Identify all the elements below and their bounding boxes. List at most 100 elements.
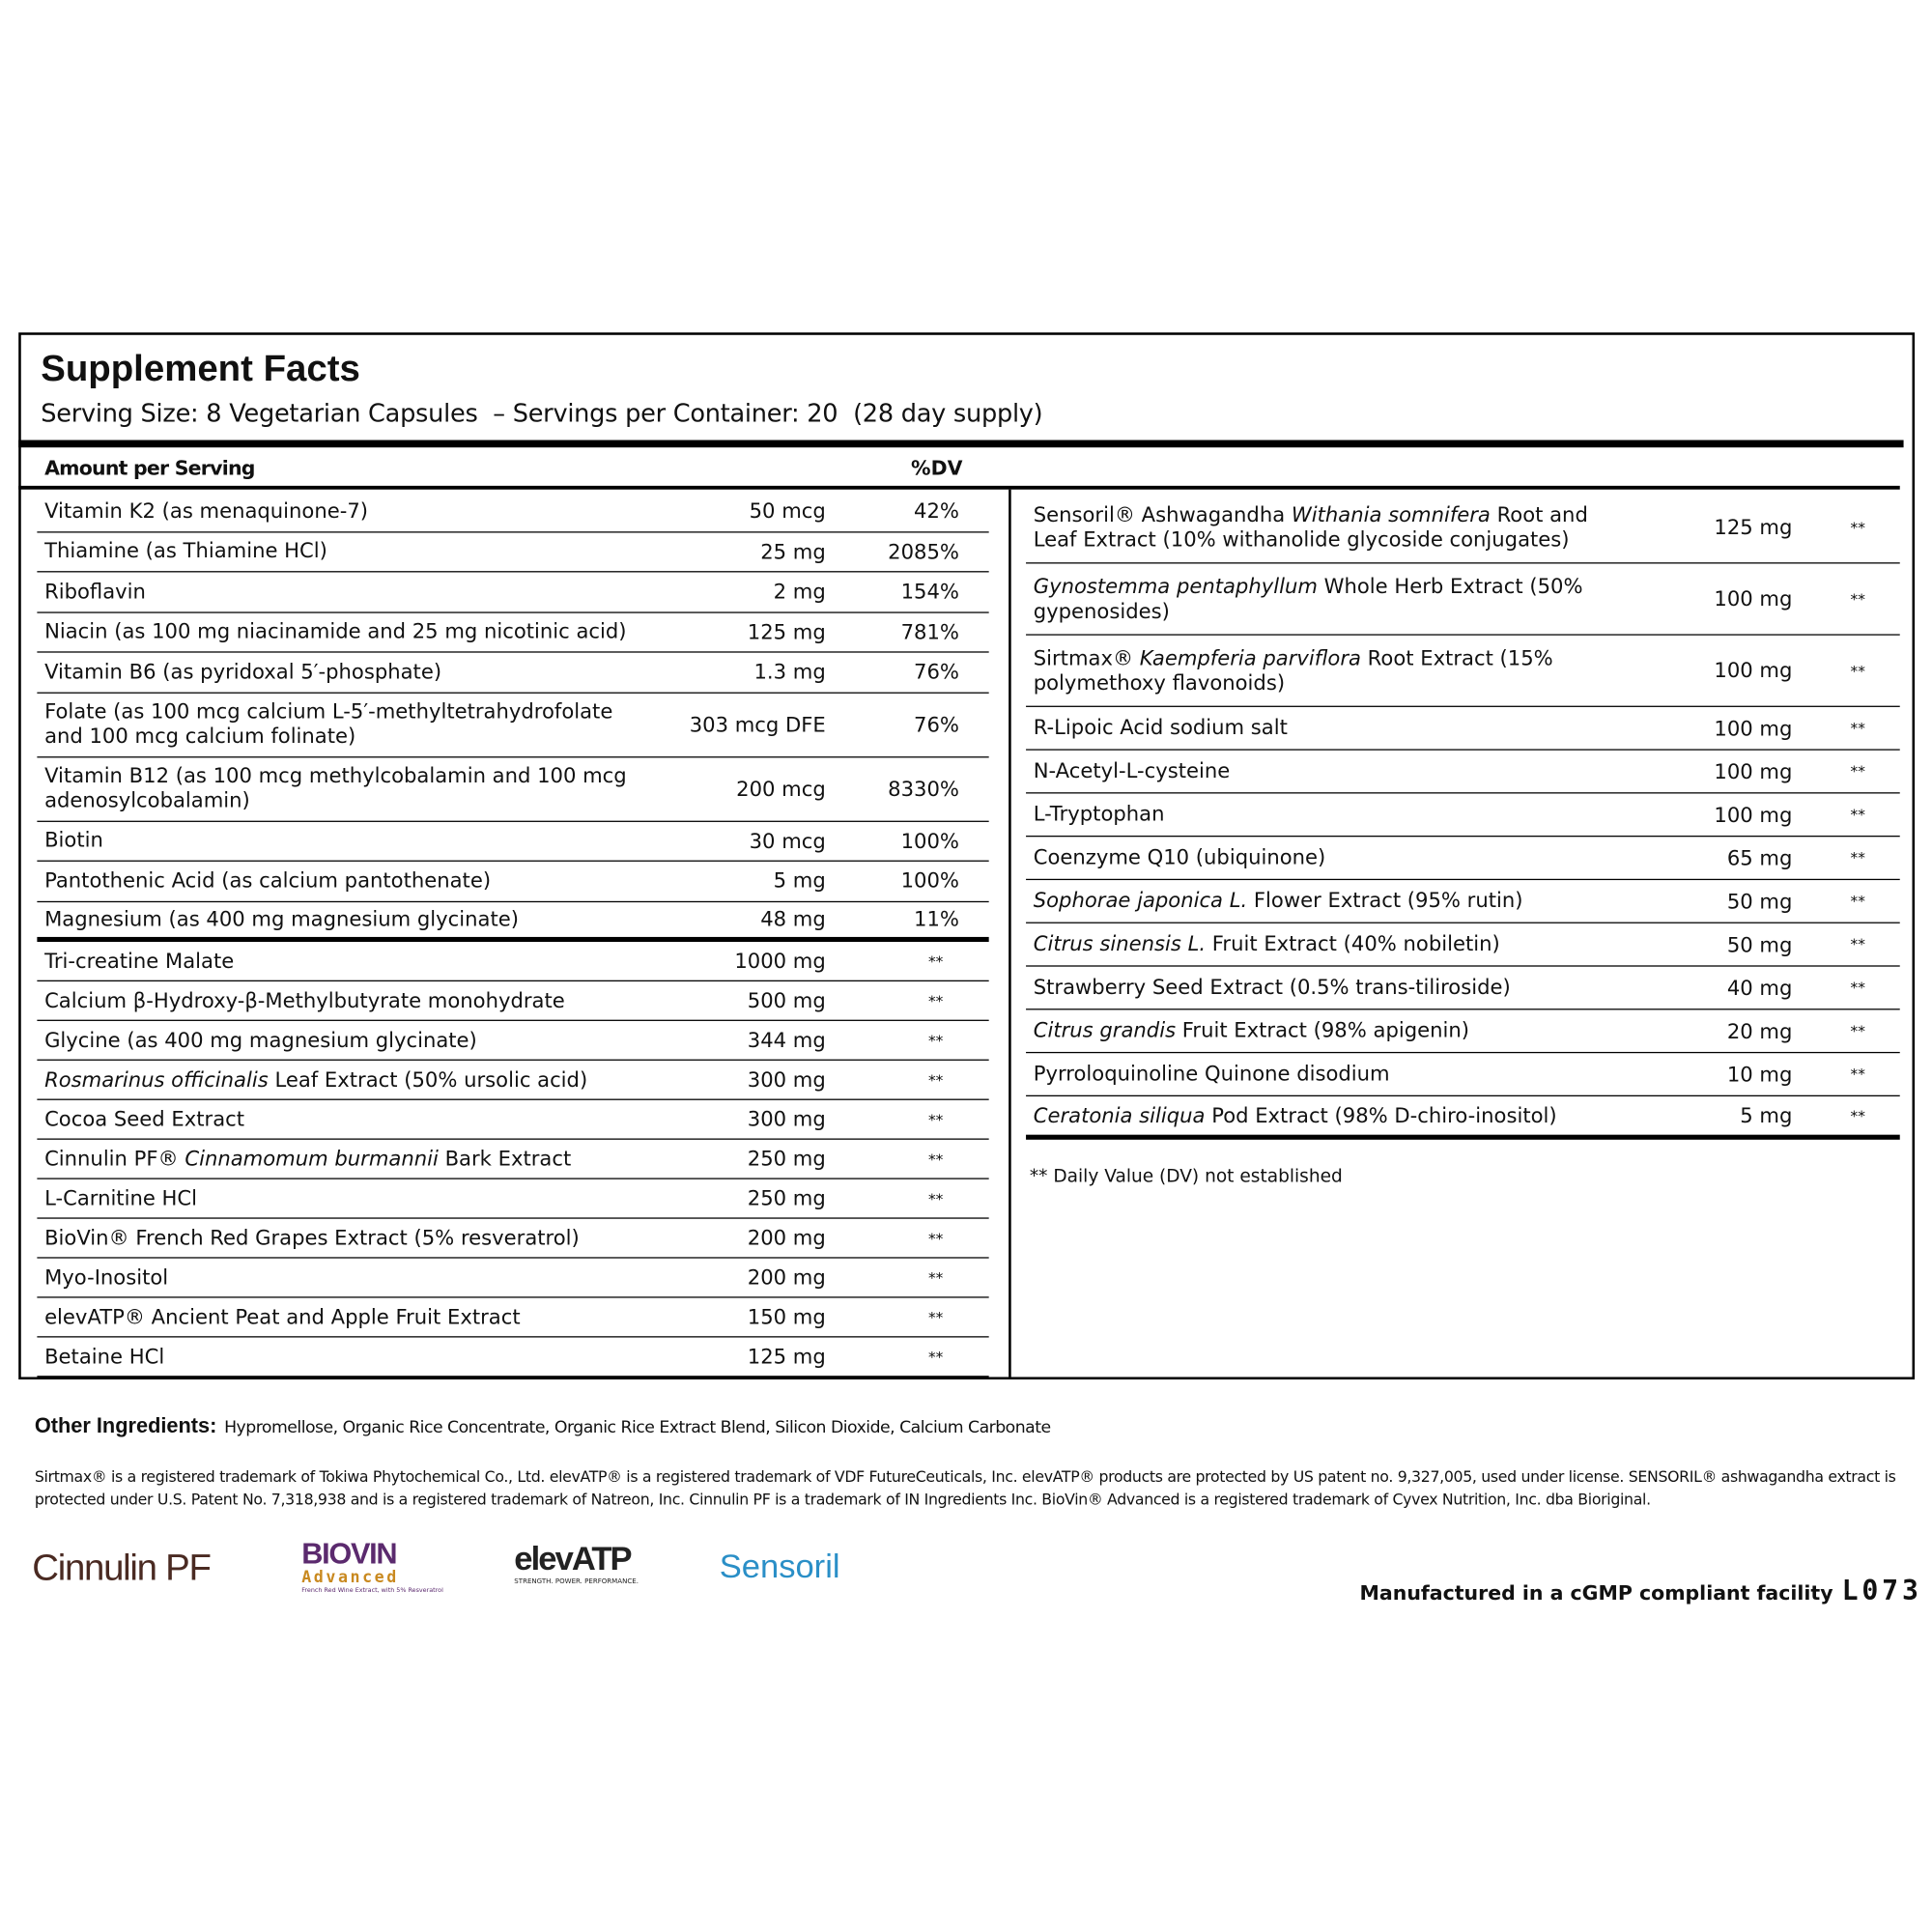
daily-value: ** — [927, 991, 944, 1009]
ingredient-row: BioVin® French Red Grapes Extract (5% re… — [37, 1219, 989, 1259]
ingredient-name: Cocoa Seed Extract — [37, 1107, 639, 1131]
ingredient-row: Citrus grandis Fruit Extract (98% apigen… — [1026, 1009, 1900, 1054]
ingredient-name: Vitamin K2 (as menaquinone-7) — [37, 499, 639, 524]
ingredient-name: elevATP® Ancient Peat and Apple Fruit Ex… — [37, 1305, 639, 1329]
ingredient-name: Citrus sinensis L. Fruit Extract (40% no… — [1026, 932, 1595, 956]
ingredient-name: R-Lipoic Acid sodium salt — [1026, 716, 1595, 740]
ingredient-name: Vitamin B6 (as pyridoxal 5′-phosphate) — [37, 660, 639, 684]
name-part: Fruit Extract (40% nobiletin) — [1206, 931, 1500, 956]
logo-elevatp: elevATP STRENGTH. POWER. PERFORMANCE. — [514, 1540, 639, 1585]
name-part: Root Extract (15% polymethoxy flavonoids… — [1033, 645, 1553, 695]
ingredient-row: Thiamine (as Thiamine HCl) 25 mg 2085% — [37, 532, 989, 573]
name-part: Vitamin K2 (as menaquinone-7) — [44, 498, 369, 524]
name-part: Vitamin B12 (as 100 mcg methylcobalamin … — [44, 764, 627, 812]
title: Supplement Facts — [41, 348, 360, 390]
daily-value: ** — [1850, 762, 1865, 781]
daily-value: ** — [1850, 1106, 1865, 1124]
logo-caption: STRENGTH. POWER. PERFORMANCE. — [514, 1578, 639, 1586]
name-part-italic: Gynostemma pentaphyllum — [1033, 574, 1318, 598]
amount: 100 mg — [1714, 586, 1793, 611]
other-ingredients: Other Ingredients: Hypromellose, Organic … — [35, 1414, 1051, 1439]
ingredient-row: Sirtmax® Kaempferia parviflora Root Extr… — [1026, 636, 1900, 707]
logo-biovin: BIOVIN Advanced French Red Wine Extract,… — [301, 1538, 450, 1595]
name-part-italic: Rosmarinus officinalis — [44, 1067, 269, 1092]
ingredient-row: Biotin 30 mcg 100% — [37, 821, 989, 862]
footnote: ** Daily Value (DV) not established — [1029, 1166, 1343, 1187]
amount: 500 mg — [747, 988, 826, 1012]
ingredient-row: Tri-creatine Malate 1000 mg ** — [37, 942, 989, 981]
ingredient-row: Vitamin B12 (as 100 mcg methylcobalamin … — [37, 757, 989, 822]
name-part: Root and Leaf Extract (10% withanolide g… — [1033, 502, 1588, 552]
daily-value: ** — [927, 1150, 944, 1168]
trademarks: Sirtmax® is a registered trademark of To… — [34, 1468, 1896, 1508]
name-part: Cocoa Seed Extract — [44, 1106, 245, 1131]
daily-value: 2085% — [888, 539, 959, 564]
name-part: Strawberry Seed Extract (0.5% trans-tili… — [1033, 975, 1511, 1000]
daily-value: ** — [1850, 518, 1865, 536]
amount: 20 mg — [1726, 1019, 1793, 1043]
logo-caption: French Red Wine Extract, with 5% Resvera… — [301, 1586, 443, 1595]
ingredient-row: Gynostemma pentaphyllum Whole Herb Extra… — [1026, 563, 1900, 636]
daily-value: 154% — [900, 580, 959, 604]
name-part: Magnesium (as 400 mg magnesium glycinate… — [44, 907, 519, 931]
name-part: Cinnulin PF® — [44, 1146, 185, 1171]
ingredient-name: Ceratonia siliqua Pod Extract (98% D-chi… — [1026, 1103, 1595, 1127]
amount: 48 mg — [760, 907, 826, 931]
amount: 50 mg — [1726, 889, 1793, 913]
left-table: Vitamin K2 (as menaquinone-7) 50 mcg 42% Th… — [37, 492, 989, 1378]
name-part: Leaf Extract (50% ursolic acid) — [268, 1067, 588, 1092]
amount: 30 mcg — [749, 829, 826, 853]
daily-value: ** — [1850, 979, 1865, 997]
daily-value: 42% — [914, 499, 959, 524]
name-part: Tri-creatine Malate — [44, 949, 235, 973]
ingredient-name: Cinnulin PF® Cinnamomum burmannii Bark E… — [37, 1147, 639, 1171]
name-part: L-Tryptophan — [1033, 802, 1165, 826]
amount: 100 mg — [1714, 716, 1793, 740]
daily-value: ** — [1850, 662, 1865, 680]
daily-value: ** — [927, 1031, 944, 1049]
divider — [1009, 489, 1011, 1378]
ingredient-row: L-Tryptophan 100 mg ** — [1026, 793, 1900, 838]
daily-value: 11% — [914, 907, 959, 931]
name-part: Sirtmax® — [1033, 645, 1140, 670]
other-label: Other Ingredients: — [34, 1413, 217, 1438]
ingredient-row: N-Acetyl-L-cysteine 100 mg ** — [1026, 751, 1900, 794]
name-part: Bark Extract — [438, 1146, 572, 1171]
name-part: Folate (as 100 mcg calcium L-5′-methylte… — [44, 699, 613, 749]
name-part: Thiamine (as Thiamine HCl) — [44, 539, 327, 563]
name-part-italic: Kaempferia parviflora — [1139, 645, 1361, 670]
daily-value: ** — [927, 1308, 944, 1326]
logo-cinnulin: Cinnulin PF — [32, 1548, 212, 1589]
ingredient-name: L-Tryptophan — [1026, 803, 1595, 827]
amount: 5 mg — [1740, 1103, 1793, 1127]
ingredient-name: N-Acetyl-L-cysteine — [1026, 759, 1595, 783]
name-part: Whole Herb Extract (50% gypenosides) — [1033, 574, 1583, 623]
name-part: elevATP® Ancient Peat and Apple Fruit Ex… — [44, 1304, 521, 1329]
ingredient-row: Cocoa Seed Extract 300 mg ** — [37, 1100, 989, 1140]
facts-box — [18, 332, 1916, 1380]
name-part-italic: Citrus grandis — [1033, 1018, 1177, 1042]
ingredient-name: Tri-creatine Malate — [37, 949, 639, 973]
rule — [18, 440, 1904, 448]
amount: 300 mg — [747, 1107, 826, 1131]
ingredient-row: Pyrroloquinoline Quinone disodium 10 mg ** — [1026, 1053, 1900, 1096]
ingredient-row: Glycine (as 400 mg magnesium glycinate) 3… — [37, 1021, 989, 1061]
logo-sensoril: Sensoril — [719, 1548, 840, 1585]
ingredient-row: Sensoril® Ashwagandha Withania somnifera… — [1026, 492, 1900, 564]
ingredient-name: Folate (as 100 mcg calcium L-5′-methylte… — [37, 700, 639, 750]
amount: 25 mg — [760, 539, 826, 564]
serving: Serving Size: 8 Vegetarian Capsules – Se… — [41, 398, 1043, 428]
name-part: Fruit Extract (98% apigenin) — [1176, 1018, 1469, 1042]
daily-value: ** — [927, 1110, 944, 1128]
amount: 10 mg — [1726, 1062, 1793, 1087]
logo-sub: Advanced — [301, 1568, 399, 1587]
name-part: Pantothenic Acid (as calcium pantothenat… — [44, 868, 492, 893]
amount: 344 mg — [747, 1028, 826, 1052]
ingredient-name: Citrus grandis Fruit Extract (98% apigen… — [1026, 1019, 1595, 1043]
daily-value: ** — [1850, 935, 1865, 953]
ingredient-row: Pantothenic Acid (as calcium pantothenat… — [37, 862, 989, 902]
ingredient-name: Sensoril® Ashwagandha Withania somnifera… — [1026, 502, 1595, 552]
name-part: Biotin — [44, 828, 103, 853]
